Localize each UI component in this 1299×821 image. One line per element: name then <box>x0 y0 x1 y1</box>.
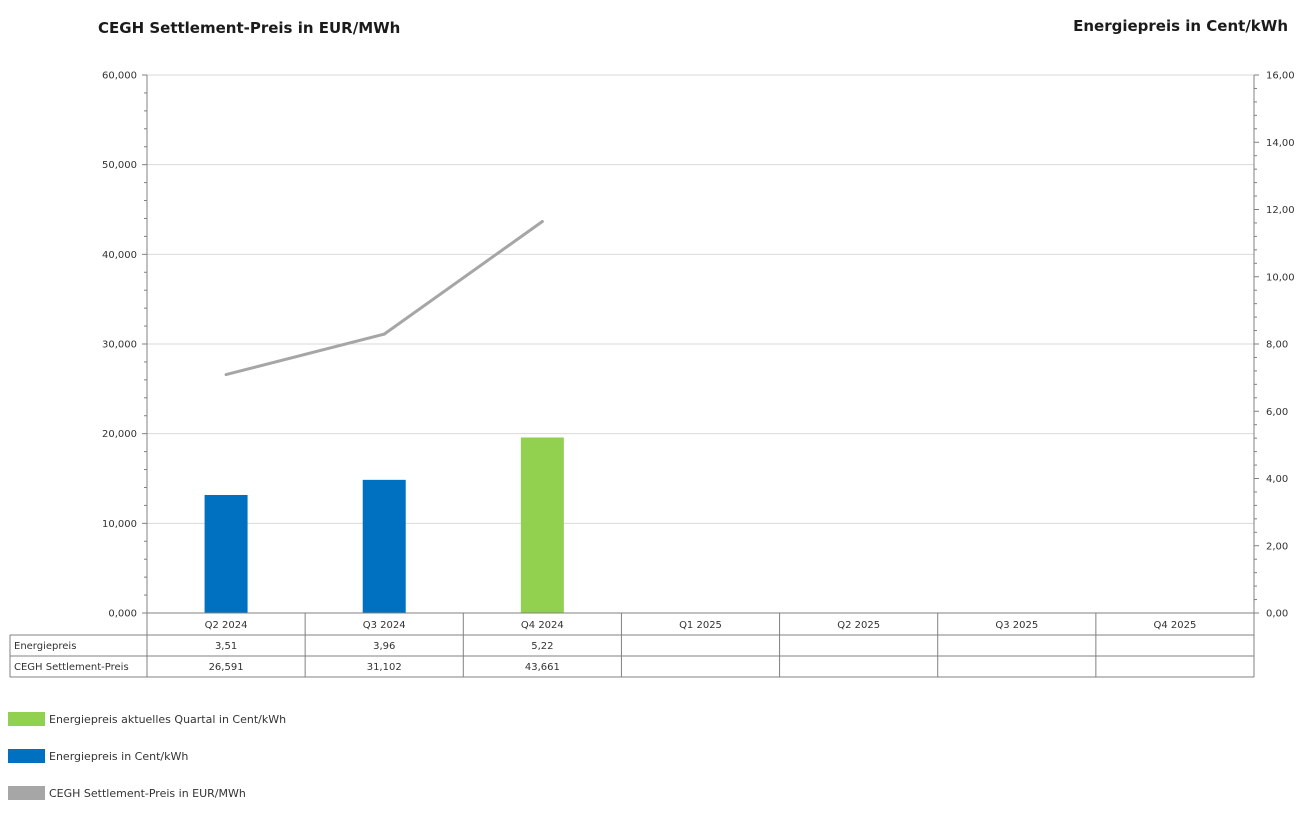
right-tick-label: 16,00 <box>1266 71 1295 82</box>
right-tick-label: 2,00 <box>1266 541 1288 552</box>
table-cell-value: 3,51 <box>215 641 237 652</box>
legend-swatch-green <box>8 712 45 726</box>
right-tick-label: 10,00 <box>1266 272 1295 283</box>
right-tick-label: 14,00 <box>1266 138 1295 149</box>
right-tick-label: 12,00 <box>1266 205 1295 216</box>
left-tick-label: 30,000 <box>102 340 137 351</box>
right-tick-label: 0,00 <box>1266 609 1288 620</box>
left-tick-label: 20,000 <box>102 429 137 440</box>
line-point <box>224 373 228 377</box>
table-cell-value: 3,96 <box>373 641 395 652</box>
category-label: Q2 2025 <box>837 620 880 631</box>
right-tick-label: 8,00 <box>1266 340 1288 351</box>
table-cell-value: 43,661 <box>525 662 560 673</box>
category-label: Q2 2024 <box>205 620 248 631</box>
legend-label: CEGH Settlement-Preis in EUR/MWh <box>49 786 246 800</box>
legend: Energiepreis aktuelles Quartal in Cent/k… <box>8 710 286 821</box>
left-axis-title: CEGH Settlement-Preis in EUR/MWh <box>98 19 401 37</box>
series-line <box>225 220 544 377</box>
line-point <box>540 220 544 224</box>
legend-label: Energiepreis aktuelles Quartal in Cent/k… <box>49 712 287 726</box>
category-label: Q4 2024 <box>521 620 564 631</box>
category-label: Q3 2024 <box>363 620 406 631</box>
chart: 0,000 10,000 20,000 30,000 40,000 50,000 60,00… <box>9 71 1295 678</box>
legend-item-energy-price: Energiepreis in Cent/kWh <box>8 747 286 765</box>
legend-item-current-quarter: Energiepreis aktuelles Quartal in Cent/k… <box>8 710 286 728</box>
table-cell-value: 31,102 <box>367 662 402 673</box>
right-tick-label: 4,00 <box>1266 474 1288 485</box>
table-cell-value: 5,22 <box>531 641 553 652</box>
category-label: Q4 2025 <box>1153 620 1196 631</box>
left-tick-label: 40,000 <box>102 250 137 261</box>
legend-item-cegh-price: CEGH Settlement-Preis in EUR/MWh <box>8 784 286 802</box>
table-cell-value: 26,591 <box>209 662 244 673</box>
bar <box>362 479 406 613</box>
category-label: Q3 2025 <box>995 620 1038 631</box>
right-axis-title: Energiepreis in Cent/kWh <box>1073 17 1288 35</box>
legend-swatch-blue <box>8 749 45 763</box>
table-row-header: Energiepreis <box>14 641 76 652</box>
left-tick-label: 60,000 <box>102 71 137 82</box>
bar <box>520 437 564 613</box>
right-tick-label: 6,00 <box>1266 407 1288 418</box>
left-tick-label: 0,000 <box>108 609 137 620</box>
legend-swatch-gray <box>8 786 45 800</box>
category-label: Q1 2025 <box>679 620 722 631</box>
bar <box>204 494 248 613</box>
table-row-header: CEGH Settlement-Preis <box>14 662 129 673</box>
left-tick-label: 50,000 <box>102 160 137 171</box>
line-point <box>382 332 386 336</box>
legend-label: Energiepreis in Cent/kWh <box>49 749 189 763</box>
left-tick-label: 10,000 <box>102 519 137 530</box>
